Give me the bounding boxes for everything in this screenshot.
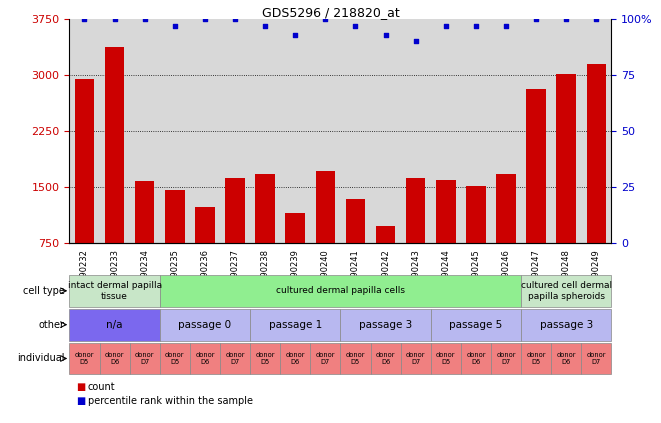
Point (109, 16, 120, 22)
Point (320, 16, 330, 22)
Bar (376, 226, 395, 299)
Text: percentile rank within the sample: percentile rank within the sample (88, 396, 253, 406)
Text: donor
D6: donor D6 (195, 352, 215, 365)
Bar (586, 64, 606, 299)
Text: passage 1: passage 1 (268, 320, 322, 330)
Point (79, 16, 90, 22)
Text: GDS5296 / 218820_at: GDS5296 / 218820_at (262, 6, 399, 19)
Bar (225, 178, 245, 299)
Point (471, 22, 481, 29)
Point (139, 16, 150, 22)
Text: donor
D5: donor D5 (526, 352, 546, 365)
Point (350, 22, 361, 29)
Text: n/a: n/a (106, 320, 123, 330)
Text: donor
D5: donor D5 (346, 352, 366, 365)
Point (290, 31, 301, 38)
Bar (165, 190, 184, 299)
Text: count: count (88, 382, 116, 392)
Point (230, 16, 241, 22)
Text: cultured cell dermal
papilla spheroids: cultured cell dermal papilla spheroids (521, 281, 612, 300)
Bar (135, 181, 155, 299)
Text: donor
D6: donor D6 (105, 352, 124, 365)
Point (531, 16, 541, 22)
Text: cell type: cell type (23, 286, 65, 296)
Text: donor
D6: donor D6 (376, 352, 395, 365)
Text: donor
D6: donor D6 (466, 352, 486, 365)
Bar (286, 213, 305, 299)
Point (561, 16, 572, 22)
Bar (346, 199, 366, 299)
Text: donor
D7: donor D7 (315, 352, 335, 365)
Text: donor
D6: donor D6 (286, 352, 305, 365)
Bar (526, 88, 546, 299)
Text: donor
D5: donor D5 (255, 352, 275, 365)
Text: individual: individual (17, 354, 65, 363)
Point (440, 22, 451, 29)
Bar (406, 178, 426, 299)
Point (410, 38, 421, 45)
Bar (466, 186, 486, 299)
Text: passage 3: passage 3 (539, 320, 593, 330)
Bar (315, 171, 335, 299)
Text: ■: ■ (76, 382, 85, 392)
Text: donor
D7: donor D7 (225, 352, 245, 365)
Point (501, 22, 512, 29)
Text: ■: ■ (76, 396, 85, 406)
Point (200, 16, 210, 22)
Text: donor
D7: donor D7 (135, 352, 155, 365)
Text: passage 5: passage 5 (449, 320, 502, 330)
Text: passage 3: passage 3 (359, 320, 412, 330)
Bar (105, 47, 124, 299)
Bar (557, 74, 576, 299)
Text: donor
D5: donor D5 (75, 352, 95, 365)
Text: donor
D6: donor D6 (557, 352, 576, 365)
Text: donor
D5: donor D5 (165, 352, 184, 365)
Bar (496, 174, 516, 299)
Bar (255, 174, 275, 299)
Text: donor
D7: donor D7 (586, 352, 606, 365)
Bar (75, 79, 95, 299)
Text: intact dermal papilla
tissue: intact dermal papilla tissue (67, 281, 162, 300)
Text: cultured dermal papilla cells: cultured dermal papilla cells (276, 286, 405, 295)
Point (591, 16, 602, 22)
Text: donor
D5: donor D5 (436, 352, 455, 365)
Text: donor
D7: donor D7 (496, 352, 516, 365)
Bar (195, 207, 215, 299)
Text: other: other (39, 320, 65, 330)
Text: passage 0: passage 0 (178, 320, 231, 330)
Text: donor
D7: donor D7 (406, 352, 426, 365)
Point (380, 31, 391, 38)
Point (260, 22, 270, 29)
Point (169, 22, 180, 29)
Bar (436, 181, 455, 299)
